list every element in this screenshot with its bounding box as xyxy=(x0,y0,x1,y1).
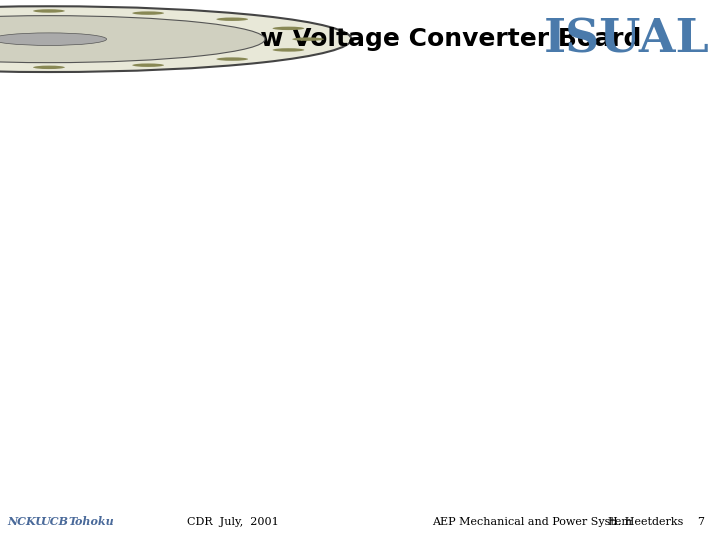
Text: NCKU: NCKU xyxy=(7,516,45,527)
Circle shape xyxy=(0,33,107,45)
Circle shape xyxy=(292,37,324,41)
Text: H. Heetderks: H. Heetderks xyxy=(608,517,684,526)
Circle shape xyxy=(217,57,248,61)
Circle shape xyxy=(33,9,65,12)
Circle shape xyxy=(217,17,248,21)
Text: 7: 7 xyxy=(697,517,704,526)
Text: Schematic of Low Voltage Converter Board: Schematic of Low Voltage Converter Board xyxy=(35,27,642,51)
Text: AEP Mechanical and Power System: AEP Mechanical and Power System xyxy=(432,517,632,526)
Circle shape xyxy=(273,26,305,30)
Text: CDR  July,  2001: CDR July, 2001 xyxy=(187,517,279,526)
Circle shape xyxy=(273,48,305,52)
Circle shape xyxy=(0,6,351,72)
Circle shape xyxy=(132,11,164,15)
Circle shape xyxy=(33,66,65,69)
Text: Tohoku: Tohoku xyxy=(68,516,114,527)
Circle shape xyxy=(132,64,164,67)
Circle shape xyxy=(0,16,265,63)
Text: UCB: UCB xyxy=(40,516,68,527)
Text: ISUAL: ISUAL xyxy=(544,16,709,62)
